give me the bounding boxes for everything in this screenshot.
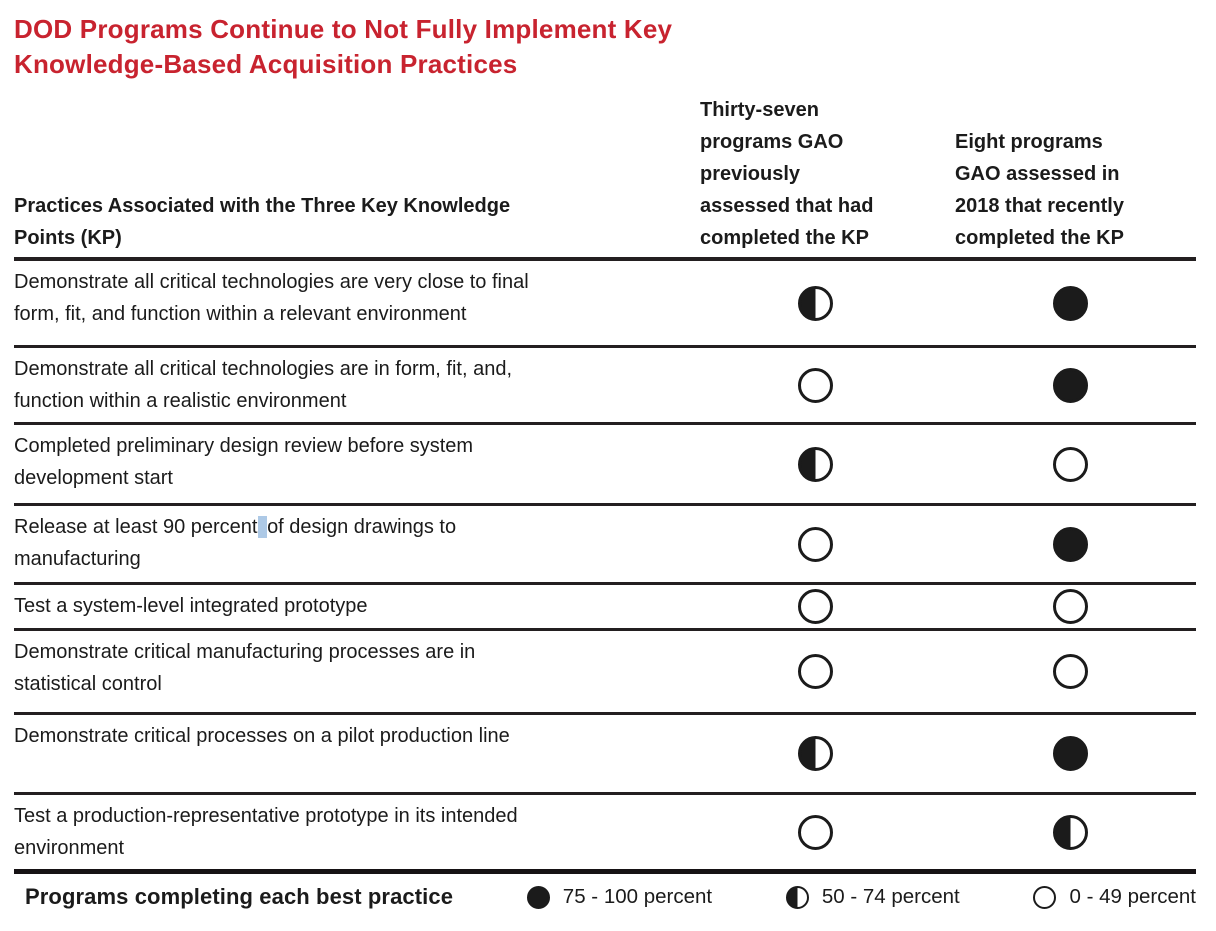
rating-cell-assessed-2018 (945, 585, 1196, 628)
filled-circle-icon (1053, 526, 1088, 562)
half-filled-circle-icon (1053, 814, 1088, 850)
empty-circle-icon (798, 367, 833, 403)
rating-cell-assessed-2018 (945, 795, 1196, 869)
table-row: Test a system-level integrated prototype (14, 585, 1196, 631)
rating-cell-assessed-2018 (945, 425, 1196, 503)
table-row: Demonstrate critical processes on a pilo… (14, 715, 1196, 795)
half-filled-circle-icon (798, 285, 833, 321)
empty-circle-icon (798, 814, 833, 850)
filled-circle-icon (1053, 367, 1088, 403)
half-filled-circle-icon (798, 446, 833, 482)
empty-circle-icon (798, 589, 833, 624)
filled-circle-icon (1053, 736, 1088, 771)
rating-cell-previously-assessed (686, 585, 945, 628)
figure-title: DOD Programs Continue to Not Fully Imple… (14, 14, 673, 79)
table-row: Release at least 90 percent of design dr… (14, 506, 1196, 585)
filled-circle-icon (526, 885, 550, 909)
legend-item: 75 - 100 percent (526, 885, 713, 909)
practices-table: Practices Associated with the Three Key … (14, 94, 1196, 874)
rating-cell-previously-assessed (686, 631, 945, 712)
table-header-row: Practices Associated with the Three Key … (14, 94, 1196, 261)
empty-circle-icon (1053, 654, 1088, 689)
empty-circle-icon (1053, 446, 1088, 482)
text-selection-highlight (257, 516, 268, 538)
rating-cell-assessed-2018 (945, 715, 1196, 792)
practice-text: Completed preliminary design review befo… (14, 435, 474, 489)
rating-cell-assessed-2018 (945, 631, 1196, 712)
rating-cell-assessed-2018 (945, 506, 1196, 582)
filled-circle-icon (1053, 285, 1088, 321)
rating-cell-previously-assessed (686, 261, 945, 345)
rating-cell-previously-assessed (686, 425, 945, 503)
practice-text: Demonstrate critical manufacturing proce… (14, 641, 476, 695)
rating-cell-previously-assessed (686, 795, 945, 869)
table-row: Demonstrate critical manufacturing proce… (14, 631, 1196, 715)
legend-title: Programs completing each best practice (25, 884, 454, 909)
legend-item: 50 - 74 percent (785, 885, 960, 909)
table-row: Demonstrate all critical technologies ar… (14, 261, 1196, 348)
table-body: Demonstrate all critical technologies ar… (14, 261, 1196, 874)
legend-item: 0 - 49 percent (1033, 885, 1196, 909)
practice-text-segment: Release at least 90 percent (14, 516, 258, 538)
table-row: Completed preliminary design review befo… (14, 425, 1196, 506)
table-row: Demonstrate all critical technologies ar… (14, 348, 1196, 425)
practice-text: Demonstrate all critical technologies ar… (14, 271, 529, 325)
rating-cell-previously-assessed (686, 506, 945, 582)
legend-item-label: 75 - 100 percent (562, 885, 713, 908)
rating-cell-previously-assessed (686, 715, 945, 792)
half-filled-circle-icon (785, 885, 809, 909)
practice-text: Test a system-level integrated prototype (14, 595, 368, 617)
half-filled-circle-icon (798, 736, 833, 771)
table-row: Test a production-representative prototy… (14, 795, 1196, 874)
practice-text: Demonstrate all critical technologies ar… (14, 358, 512, 412)
practice-text: Test a production-representative prototy… (14, 805, 518, 859)
empty-circle-icon (1033, 885, 1057, 909)
legend: Programs completing each best practice 7… (14, 874, 1196, 910)
header-practices-column: Practices Associated with the Three Key … (14, 195, 511, 249)
practice-text: Demonstrate critical processes on a pilo… (14, 725, 510, 747)
rating-cell-previously-assessed (686, 348, 945, 422)
rating-cell-assessed-2018 (945, 348, 1196, 422)
legend-item-label: 0 - 49 percent (1069, 885, 1196, 908)
empty-circle-icon (798, 654, 833, 689)
rating-cell-assessed-2018 (945, 261, 1196, 345)
practice-text-segment: of design drawings to manufacturing (14, 516, 457, 570)
header-previously-assessed-column: Thirty-seven programs GAO previously ass… (700, 99, 874, 249)
practice-text: Release at least 90 percent of design dr… (14, 506, 686, 582)
empty-circle-icon (798, 526, 833, 562)
empty-circle-icon (1053, 589, 1088, 624)
legend-item-label: 50 - 74 percent (821, 885, 960, 908)
header-assessed-2018-column: Eight programs GAO assessed in 2018 that… (955, 131, 1124, 249)
